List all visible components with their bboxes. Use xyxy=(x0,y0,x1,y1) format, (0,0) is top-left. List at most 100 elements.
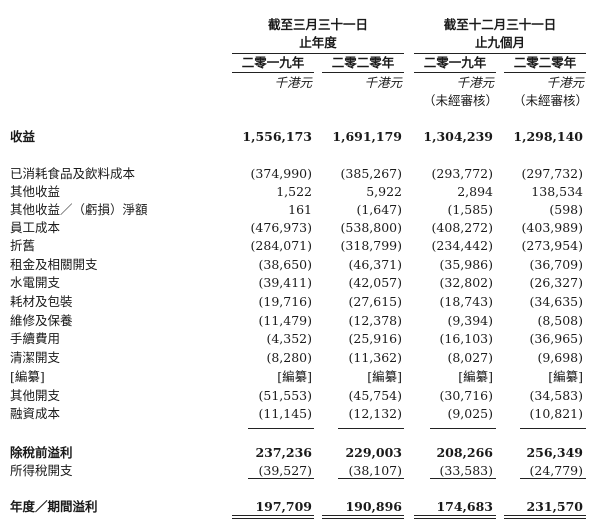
cell-value: (25,916) xyxy=(348,331,403,346)
table-row: 已消耗食品及飲料成本 (374,990) (385,267) (293,772) (29… xyxy=(0,165,599,182)
cell-value: (476,973) xyxy=(250,220,312,235)
cell-value: (273,954) xyxy=(521,238,583,253)
rule-after-costs-2 xyxy=(338,428,404,429)
table-row: 除稅前溢利 237,236 229,003 208,266 256,349 xyxy=(0,444,599,461)
cell-value: 5,922 xyxy=(366,184,402,199)
cell-value: (24,779) xyxy=(529,463,584,478)
cell-value: (42,057) xyxy=(348,275,403,290)
cell-value: (10,821) xyxy=(529,406,584,421)
unaudited-3: （未經審核） xyxy=(422,93,498,108)
cell-value: (385,267) xyxy=(340,166,402,181)
cell-value: 256,349 xyxy=(526,445,583,460)
cell-value: (36,965) xyxy=(529,331,584,346)
unit-2: 千港元 xyxy=(364,75,402,90)
cell-value: (51,553) xyxy=(258,388,313,403)
row-label: 除稅前溢利 xyxy=(10,445,73,460)
cell-value: (297,732) xyxy=(521,166,583,181)
table-row: 融資成本 (11,145) (12,132) (9,025) (10,821) xyxy=(0,405,599,422)
cell-value: (36,709) xyxy=(529,257,584,272)
table-row: 租金及相關開支 (38,650) (46,371) (35,986) (36,709) xyxy=(0,256,599,273)
table-row: 所得稅開支 (39,527) (38,107) (33,583) (24,779) xyxy=(0,462,599,479)
cell-value: (46,371) xyxy=(348,257,403,272)
cell-value: (34,583) xyxy=(529,388,584,403)
cell-value: (598) xyxy=(549,202,583,217)
cell-value: [編纂] xyxy=(458,369,493,384)
cell-value: (32,802) xyxy=(439,275,494,290)
table-row: 其他收益 1,522 5,922 2,894 138,534 xyxy=(0,183,599,200)
cell-value: (11,479) xyxy=(258,313,313,328)
rule-after-tax-3 xyxy=(430,478,496,479)
row-label: 清潔開支 xyxy=(10,350,61,365)
cell-value: 1,556,173 xyxy=(242,129,312,144)
table-row: [編纂] [編纂] [編纂] [編纂] [編纂] xyxy=(0,368,599,385)
cell-value: 231,570 xyxy=(526,499,583,514)
table-row: 清潔開支 (8,280) (11,362) (8,027) (9,698) xyxy=(0,349,599,366)
col-year-1: 二零一九年 xyxy=(232,52,314,73)
row-label: 融資成本 xyxy=(10,406,61,421)
double-rule-1 xyxy=(232,515,314,519)
col-year-3: 二零一九年 xyxy=(414,52,496,73)
cell-value: (1,647) xyxy=(356,202,402,217)
row-label: 耗材及包裝 xyxy=(10,294,73,309)
row-label: 其他收益／（虧損）淨額 xyxy=(10,202,148,217)
cell-value: 1,691,179 xyxy=(332,129,402,144)
cell-value: (26,327) xyxy=(529,275,584,290)
cell-value: (11,145) xyxy=(258,406,313,421)
cell-value: (9,698) xyxy=(537,350,583,365)
col-year-4: 二零二零年 xyxy=(504,52,586,73)
cell-value: 197,709 xyxy=(255,499,312,514)
cell-value: (318,799) xyxy=(340,238,402,253)
group1-subtitle: 止年度 xyxy=(232,32,404,54)
row-label: 維修及保養 xyxy=(10,313,73,328)
unit-1: 千港元 xyxy=(274,75,312,90)
cell-value: (284,071) xyxy=(250,238,312,253)
cell-value: (8,027) xyxy=(447,350,493,365)
table-row: 手續費用 (4,352) (25,916) (16,103) (36,965) xyxy=(0,330,599,347)
group2-title: 截至十二月三十一日 xyxy=(443,17,557,32)
row-label: 手續費用 xyxy=(10,331,61,346)
cell-value: 237,236 xyxy=(255,445,312,460)
rule-after-tax-2 xyxy=(338,478,404,479)
cell-value: 138,534 xyxy=(531,184,583,199)
cell-value: (33,583) xyxy=(439,463,494,478)
table-row: 收益 1,556,173 1,691,179 1,304,239 1,298,140 xyxy=(0,128,599,145)
row-label: 其他收益 xyxy=(10,184,61,199)
double-rule-3 xyxy=(414,515,496,519)
cell-value: (27,615) xyxy=(348,294,403,309)
cell-value: [編纂] xyxy=(367,369,402,384)
table-row: 其他開支 (51,553) (45,754) (30,716) (34,583) xyxy=(0,387,599,404)
cell-value: (4,352) xyxy=(266,331,312,346)
unit-3: 千港元 xyxy=(456,75,494,90)
double-rule-4 xyxy=(504,515,586,519)
rule-after-tax-4 xyxy=(520,478,586,479)
row-label: 水電開支 xyxy=(10,275,61,290)
table-row: 年度／期間溢利 197,709 190,896 174,683 231,570 xyxy=(0,498,599,515)
table-row: 其他收益／（虧損）淨額 161 (1,647) (1,585) (598) xyxy=(0,201,599,218)
cell-value: 1,298,140 xyxy=(513,129,583,144)
row-label: [編纂] xyxy=(10,369,45,384)
row-label: 年度／期間溢利 xyxy=(10,499,98,514)
cell-value: (293,772) xyxy=(431,166,493,181)
row-label: 折舊 xyxy=(10,238,36,253)
table-row: 水電開支 (39,411) (42,057) (32,802) (26,327) xyxy=(0,274,599,291)
cell-value: 229,003 xyxy=(345,445,402,460)
cell-value: (45,754) xyxy=(348,388,403,403)
table-row: 維修及保養 (11,479) (12,378) (9,394) (8,508) xyxy=(0,312,599,329)
row-label: 已消耗食品及飲料成本 xyxy=(10,166,136,181)
cell-value: (403,989) xyxy=(521,220,583,235)
cell-value: (374,990) xyxy=(250,166,312,181)
cell-value: (234,442) xyxy=(431,238,493,253)
cell-value: 1,304,239 xyxy=(423,129,493,144)
group2-subtitle: 止九個月 xyxy=(414,32,586,54)
unaudited-4: （未經審核） xyxy=(512,93,588,108)
rule-after-tax-1 xyxy=(248,478,314,479)
cell-value: (11,362) xyxy=(348,350,403,365)
cell-value: (538,800) xyxy=(340,220,402,235)
cell-value: (12,378) xyxy=(348,313,403,328)
cell-value: (38,107) xyxy=(348,463,403,478)
cell-value: 208,266 xyxy=(436,445,493,460)
cell-value: (8,280) xyxy=(266,350,312,365)
table-row: 耗材及包裝 (19,716) (27,615) (18,743) (34,635) xyxy=(0,293,599,310)
cell-value: 161 xyxy=(288,202,312,217)
col-year-2: 二零二零年 xyxy=(322,52,404,73)
